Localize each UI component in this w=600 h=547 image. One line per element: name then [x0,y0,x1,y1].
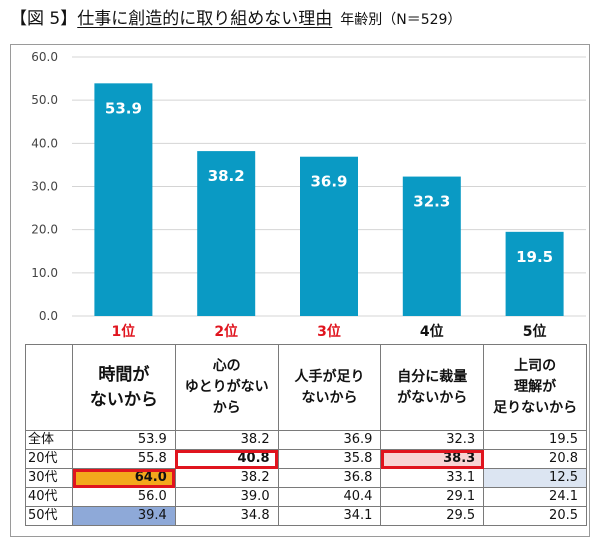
y-tick-label: 0.0 [39,309,58,323]
x-tick-label: 3位 [317,323,341,340]
table-cell: 36.8 [277,468,382,488]
table-cell: 34.1 [277,506,382,526]
ranking-table: 時間が ないから 心の ゆとりがない から 人手が足り ないから 自分に裁量 がないから … [25,344,587,526]
table-cell: 55.8 [72,449,176,469]
figure-main-title: 仕事に創造的に取り組めない理由 [77,9,333,29]
table-cell: 20.8 [483,449,587,469]
y-tick-label: 30.0 [31,180,58,194]
table-cell: 20.5 [483,506,587,526]
figure-frame [10,44,590,537]
y-tick-label: 10.0 [31,266,58,280]
data-label: 32.3 [413,193,450,211]
table-cell: 38.2 [174,468,279,488]
table-row: 全体 53.9 38.2 36.9 32.3 19.5 [25,430,587,450]
x-tick-label: 1位 [112,323,136,340]
data-label: 53.9 [105,99,142,117]
row-label: 40代 [25,487,73,507]
figure-subtitle: 年齢別（N＝529） [340,12,462,28]
value-labels: 53.9 38.2 36.9 32.3 19.5 [105,99,553,265]
bar [402,176,461,316]
table-cell: 39.4 [72,506,176,526]
table-corner-cell [25,344,73,431]
figure-title: 【図 5】仕事に創造的に取り組めない理由 年齢別（N＝529） [10,8,461,31]
table-cell: 33.1 [380,468,485,488]
data-label: 36.9 [310,173,347,191]
table-cell: 29.1 [380,487,485,507]
table-row: 40代 56.0 39.0 40.4 29.1 24.1 [25,487,587,507]
column-header: 自分に裁量 がないから [380,344,485,431]
bar [197,151,256,316]
y-tick-label: 40.0 [31,136,58,150]
table-cell: 64.0 [72,468,176,488]
table-cell: 38.2 [174,430,279,450]
table-cell: 36.9 [277,430,382,450]
y-axis-ticks: 0.0 10.0 20.0 30.0 40.0 50.0 60.0 [31,50,58,323]
table-cell: 53.9 [72,430,176,450]
table-cell: 24.1 [483,487,587,507]
data-label: 19.5 [516,248,553,266]
y-tick-label: 60.0 [31,50,58,64]
table-cell: 38.3 [380,449,485,469]
y-tick-label: 20.0 [31,223,58,237]
table-cell: 32.3 [380,430,485,450]
data-label: 38.2 [208,167,245,185]
bar [505,231,564,316]
bar-chart: 0.0 10.0 20.0 30.0 40.0 50.0 60.0 53.9 38.2 36.9… [31,50,586,340]
table-cell: 56.0 [72,487,176,507]
table-cell: 34.8 [174,506,279,526]
row-label: 30代 [25,468,73,488]
table-cell: 29.5 [380,506,485,526]
figure-number: 【図 5】 [10,9,78,29]
bar [94,83,153,316]
bar [300,156,358,316]
column-header: 人手が足り ないから [277,344,382,431]
table-header-row: 時間が ないから 心の ゆとりがない から 人手が足り ないから 自分に裁量 がないから … [25,344,587,431]
table-row: 20代 55.8 40.8 35.8 38.3 20.8 [25,449,587,469]
table-cell: 40.8 [174,449,279,469]
x-axis-labels: 1位 2位 3位 4位 5位 [112,323,547,340]
y-tick-label: 50.0 [31,93,58,107]
column-header: 心の ゆとりがない から [174,344,279,431]
bars [94,83,564,316]
column-header: 時間が ないから [72,344,176,431]
table-cell: 19.5 [483,430,587,450]
row-label: 全体 [25,430,73,450]
row-label: 20代 [25,449,73,469]
x-tick-label: 5位 [523,323,547,340]
table-cell: 35.8 [277,449,382,469]
x-tick-label: 4位 [420,323,444,340]
row-label: 50代 [25,506,73,526]
table-cell: 12.5 [483,468,587,488]
table-cell: 39.0 [174,487,279,507]
table-cell: 40.4 [277,487,382,507]
column-header: 上司の 理解が 足りないから [483,344,587,431]
table-row: 50代 39.4 34.8 34.1 29.5 20.5 [25,506,587,526]
x-tick-label: 2位 [214,323,238,340]
table-row: 30代 64.0 38.2 36.8 33.1 12.5 [25,468,587,488]
